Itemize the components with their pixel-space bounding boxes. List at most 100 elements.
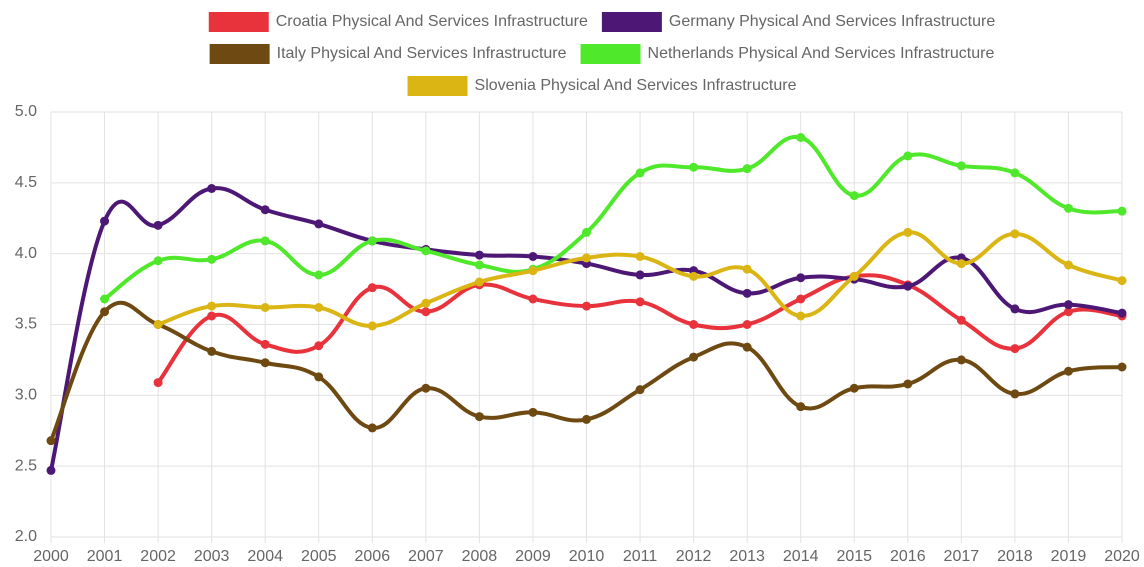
data-point (421, 307, 431, 317)
legend-swatch (580, 44, 641, 64)
data-point (1063, 203, 1073, 213)
data-point (207, 301, 217, 311)
y-tick-label: 2.0 (15, 528, 37, 545)
data-point (260, 205, 270, 215)
legend-label: Italy Physical And Services Infrastructu… (277, 45, 567, 62)
data-point (1117, 276, 1127, 286)
data-point (956, 161, 966, 171)
x-tick-label: 2014 (783, 548, 819, 565)
data-point (742, 164, 752, 174)
data-point (1063, 300, 1073, 310)
data-point (689, 162, 699, 172)
data-point (582, 253, 591, 263)
data-point (1117, 308, 1127, 318)
x-tick-label: 2004 (247, 548, 283, 565)
x-tick-label: 2001 (87, 548, 123, 565)
legend-swatch (601, 12, 662, 32)
data-point (367, 236, 377, 246)
data-point (1010, 344, 1020, 354)
data-point (367, 423, 377, 433)
x-tick-label: 2018 (997, 548, 1033, 565)
data-point (314, 303, 324, 312)
x-tick-label: 2009 (515, 548, 551, 565)
x-tick-label: 2015 (836, 548, 872, 565)
legend-label: Slovenia Physical And Services Infrastru… (475, 77, 797, 94)
data-point (635, 297, 645, 307)
data-point (796, 273, 806, 283)
x-tick-label: 2020 (1104, 548, 1140, 565)
data-point (689, 352, 699, 362)
data-point (903, 281, 913, 291)
legend-label: Netherlands Physical And Services Infras… (648, 45, 995, 62)
data-point (153, 378, 163, 388)
data-point (367, 321, 377, 331)
y-tick-label: 4.5 (15, 174, 37, 191)
data-point (528, 407, 538, 417)
data-point (314, 219, 324, 229)
data-point (1117, 362, 1127, 372)
x-tick-label: 2007 (408, 548, 444, 565)
data-point (46, 465, 56, 475)
data-point (796, 133, 806, 142)
data-point (474, 250, 484, 260)
data-point (421, 246, 431, 256)
data-point (903, 151, 913, 161)
data-point (46, 436, 56, 446)
data-point (1063, 307, 1073, 317)
data-point (153, 256, 163, 266)
data-point (582, 414, 591, 424)
legend-swatch (208, 12, 269, 32)
data-point (635, 270, 645, 280)
data-point (849, 383, 859, 393)
x-tick-label: 2006 (355, 548, 391, 565)
x-tick-label: 2011 (623, 548, 658, 565)
data-point (796, 311, 806, 321)
data-point (367, 283, 377, 293)
data-point (260, 339, 270, 349)
x-tick-label: 2013 (729, 548, 765, 565)
data-point (956, 355, 966, 365)
series-line (103, 134, 1123, 301)
data-point (100, 294, 110, 304)
data-point (635, 252, 645, 261)
data-point (421, 383, 431, 393)
data-point (207, 346, 217, 356)
y-tick-label: 2.5 (15, 457, 37, 474)
data-point (260, 236, 270, 246)
data-point (474, 277, 484, 287)
data-point (742, 320, 752, 329)
data-point (742, 342, 752, 352)
data-point (635, 168, 645, 178)
data-point (1010, 304, 1020, 314)
data-point (582, 301, 591, 311)
data-point (314, 270, 324, 280)
legend-label: Germany Physical And Services Infrastruc… (669, 13, 995, 30)
data-point (153, 220, 163, 230)
data-point (903, 227, 913, 237)
data-point (1117, 206, 1127, 216)
data-point (207, 254, 217, 264)
data-point (956, 315, 966, 325)
data-point (903, 379, 913, 389)
data-point (207, 184, 217, 193)
data-point (1063, 260, 1073, 270)
data-point (742, 288, 752, 298)
data-point (849, 271, 859, 281)
data-point (1010, 389, 1020, 399)
data-point (849, 191, 859, 201)
legend-label: Croatia Physical And Services Infrastruc… (276, 13, 588, 30)
data-point (207, 311, 217, 321)
data-point (956, 259, 966, 269)
data-point (1010, 229, 1020, 239)
data-point (1010, 168, 1020, 178)
legend-swatch (407, 76, 468, 96)
x-tick-label: 2019 (1051, 548, 1087, 565)
data-point (474, 260, 484, 270)
data-point (689, 271, 699, 281)
data-point (528, 266, 538, 276)
y-tick-label: 5.0 (15, 103, 37, 120)
data-point (796, 402, 806, 412)
y-tick-label: 3.0 (15, 387, 37, 404)
data-point (796, 294, 806, 304)
